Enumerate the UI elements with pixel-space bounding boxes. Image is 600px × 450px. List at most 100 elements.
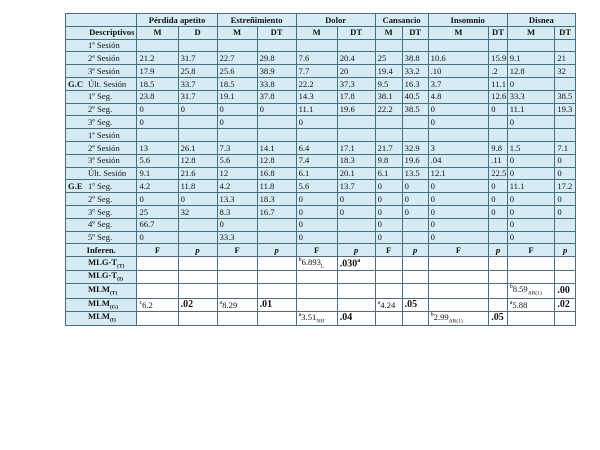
model-label-sub: (T) xyxy=(109,290,118,297)
table-cell: 0 xyxy=(427,115,490,130)
cell-value: .05 xyxy=(491,312,504,324)
stat-label: D xyxy=(177,25,218,40)
table-cell xyxy=(427,128,490,142)
descriptivos-label: Descriptivos xyxy=(64,25,138,40)
model-cell xyxy=(256,256,297,272)
table-cell: 5.6 xyxy=(136,153,179,168)
cell-value: .030 xyxy=(339,258,358,270)
table-cell: 12.6 xyxy=(488,89,508,104)
table-cell xyxy=(336,38,376,53)
row-label-text: 4º Seg. xyxy=(88,219,113,230)
cell-value: .02 xyxy=(557,298,570,310)
table-cell: 0 xyxy=(336,204,376,219)
symptom-header: Dolor xyxy=(295,13,376,27)
row-label: 5º Seg. xyxy=(64,230,138,245)
table-cell: 0 xyxy=(506,166,556,181)
cell-value: .00 xyxy=(557,284,570,296)
group-label: G.C xyxy=(68,78,84,89)
model-cell xyxy=(216,270,258,285)
model-cell: a8.29 xyxy=(216,297,258,312)
table-cell: 66.7 xyxy=(136,217,179,232)
table-cell: 6.1 xyxy=(374,166,403,181)
table-cell: 22.2 xyxy=(295,76,338,91)
model-cell xyxy=(256,283,297,299)
cell-value: 8.59 xyxy=(512,284,528,295)
row-label-text: 1ª Sesión xyxy=(88,40,120,51)
row-label: G.E 1º Seg. xyxy=(64,179,138,194)
table-cell: 0 xyxy=(295,230,338,245)
p-value-cell: .030a xyxy=(336,256,376,272)
table-cell: 0 xyxy=(427,192,490,206)
table-cell: 18.3 xyxy=(256,192,297,206)
table-row: G.E 1º Seg. 4.2 11.8 4.2 11.8 5.6 13.7 0 0 0 0 11.1 1… xyxy=(64,179,576,194)
row-label: Últ. Sesión xyxy=(64,166,138,181)
model-cell xyxy=(427,297,490,312)
table-cell xyxy=(336,115,376,130)
p-value-cell: .00 xyxy=(554,283,576,299)
header-row-stats: Descriptivos M D M DT M DT M DT M DT M DT xyxy=(64,25,576,40)
table-cell: 17.2 xyxy=(554,179,576,194)
model-row: MLM(G) c6.2.02 a8.29.01 a4.24.05 a5.88.02 xyxy=(64,297,576,312)
table-row: 3ª Sesión 17.9 25.8 25.6 38.9 7.7 20 19.4 33.2.1… xyxy=(64,64,576,78)
table-cell: 33.7 xyxy=(177,76,218,91)
table-cell: 33.8 xyxy=(256,76,297,91)
table-cell xyxy=(177,115,218,130)
table-cell: 31.7 xyxy=(177,51,218,66)
table-cell xyxy=(554,76,576,91)
table-cell: 0 xyxy=(488,192,508,206)
table-row: 1º Seg. 23.8 31.7 19.1 37.8 14.3 17.8 38.1 40.5 4… xyxy=(64,89,576,104)
model-cell: b2.99AR(1) xyxy=(427,310,490,326)
model-cell xyxy=(488,283,508,299)
table-cell: 15.9 xyxy=(488,51,508,66)
table-cell xyxy=(216,128,258,142)
model-cell xyxy=(177,256,218,272)
table-cell: 22.7 xyxy=(216,51,258,66)
table-cell xyxy=(506,38,556,53)
inferen-stat: F xyxy=(374,243,403,258)
table-cell xyxy=(554,38,576,53)
cell-subscript: NH xyxy=(316,318,325,325)
table-cell: 9.5 xyxy=(374,76,403,91)
table-cell: 1.5 xyxy=(506,140,556,155)
table-cell: 0 xyxy=(136,192,179,206)
inferen-stat: F xyxy=(295,243,338,258)
cell-value: 6.893 xyxy=(301,257,321,267)
table-cell: 38.8 xyxy=(401,51,429,66)
table-cell: 16.7 xyxy=(256,204,297,219)
table-cell xyxy=(256,128,297,142)
model-cell xyxy=(427,256,490,272)
table-cell: 38.5 xyxy=(554,89,576,104)
row-label: 3ª Sesión xyxy=(64,153,138,168)
table-cell xyxy=(216,38,258,53)
table-cell: 13.7 xyxy=(336,179,376,194)
table-row: 2º Seg. 0 0 13.3 18.3 0 0 0 0 0 0 0 0 xyxy=(64,192,576,206)
table-cell: 0 xyxy=(374,192,403,206)
table-cell: 4.2 xyxy=(216,179,258,194)
model-label-text: MLG-T xyxy=(88,270,118,281)
table-cell: 22.2 xyxy=(374,102,403,117)
table-cell: 25.8 xyxy=(177,64,218,78)
table-cell: 17.8 xyxy=(336,89,376,104)
model-cell xyxy=(374,310,403,326)
row-label: 1ª Sesión xyxy=(64,38,138,53)
table-cell: 20.4 xyxy=(336,51,376,66)
inferen-label: Inferen. xyxy=(64,243,138,258)
table-cell: 6.1 xyxy=(295,166,338,181)
results-table-container: Pérdida apetito Estreñimiento Dolor Cansanc… xyxy=(64,13,577,326)
model-cell xyxy=(506,270,556,285)
table-cell: 12.1 xyxy=(427,166,490,181)
table-cell: 0 xyxy=(427,204,490,219)
table-cell: 19.6 xyxy=(336,102,376,117)
row-label: 3º Seg. xyxy=(64,204,138,219)
row-label-text: 1º Seg. xyxy=(88,180,113,191)
table-cell: 7.3 xyxy=(216,140,258,155)
table-cell: 0 xyxy=(136,102,179,117)
model-cell xyxy=(506,310,556,326)
table-cell: 5.6 xyxy=(295,179,338,194)
table-cell: 38.9 xyxy=(256,64,297,78)
cell-value: .04 xyxy=(339,312,353,324)
table-cell xyxy=(506,128,556,142)
stat-label: M xyxy=(374,25,403,40)
table-cell: 11.1 xyxy=(295,102,338,117)
